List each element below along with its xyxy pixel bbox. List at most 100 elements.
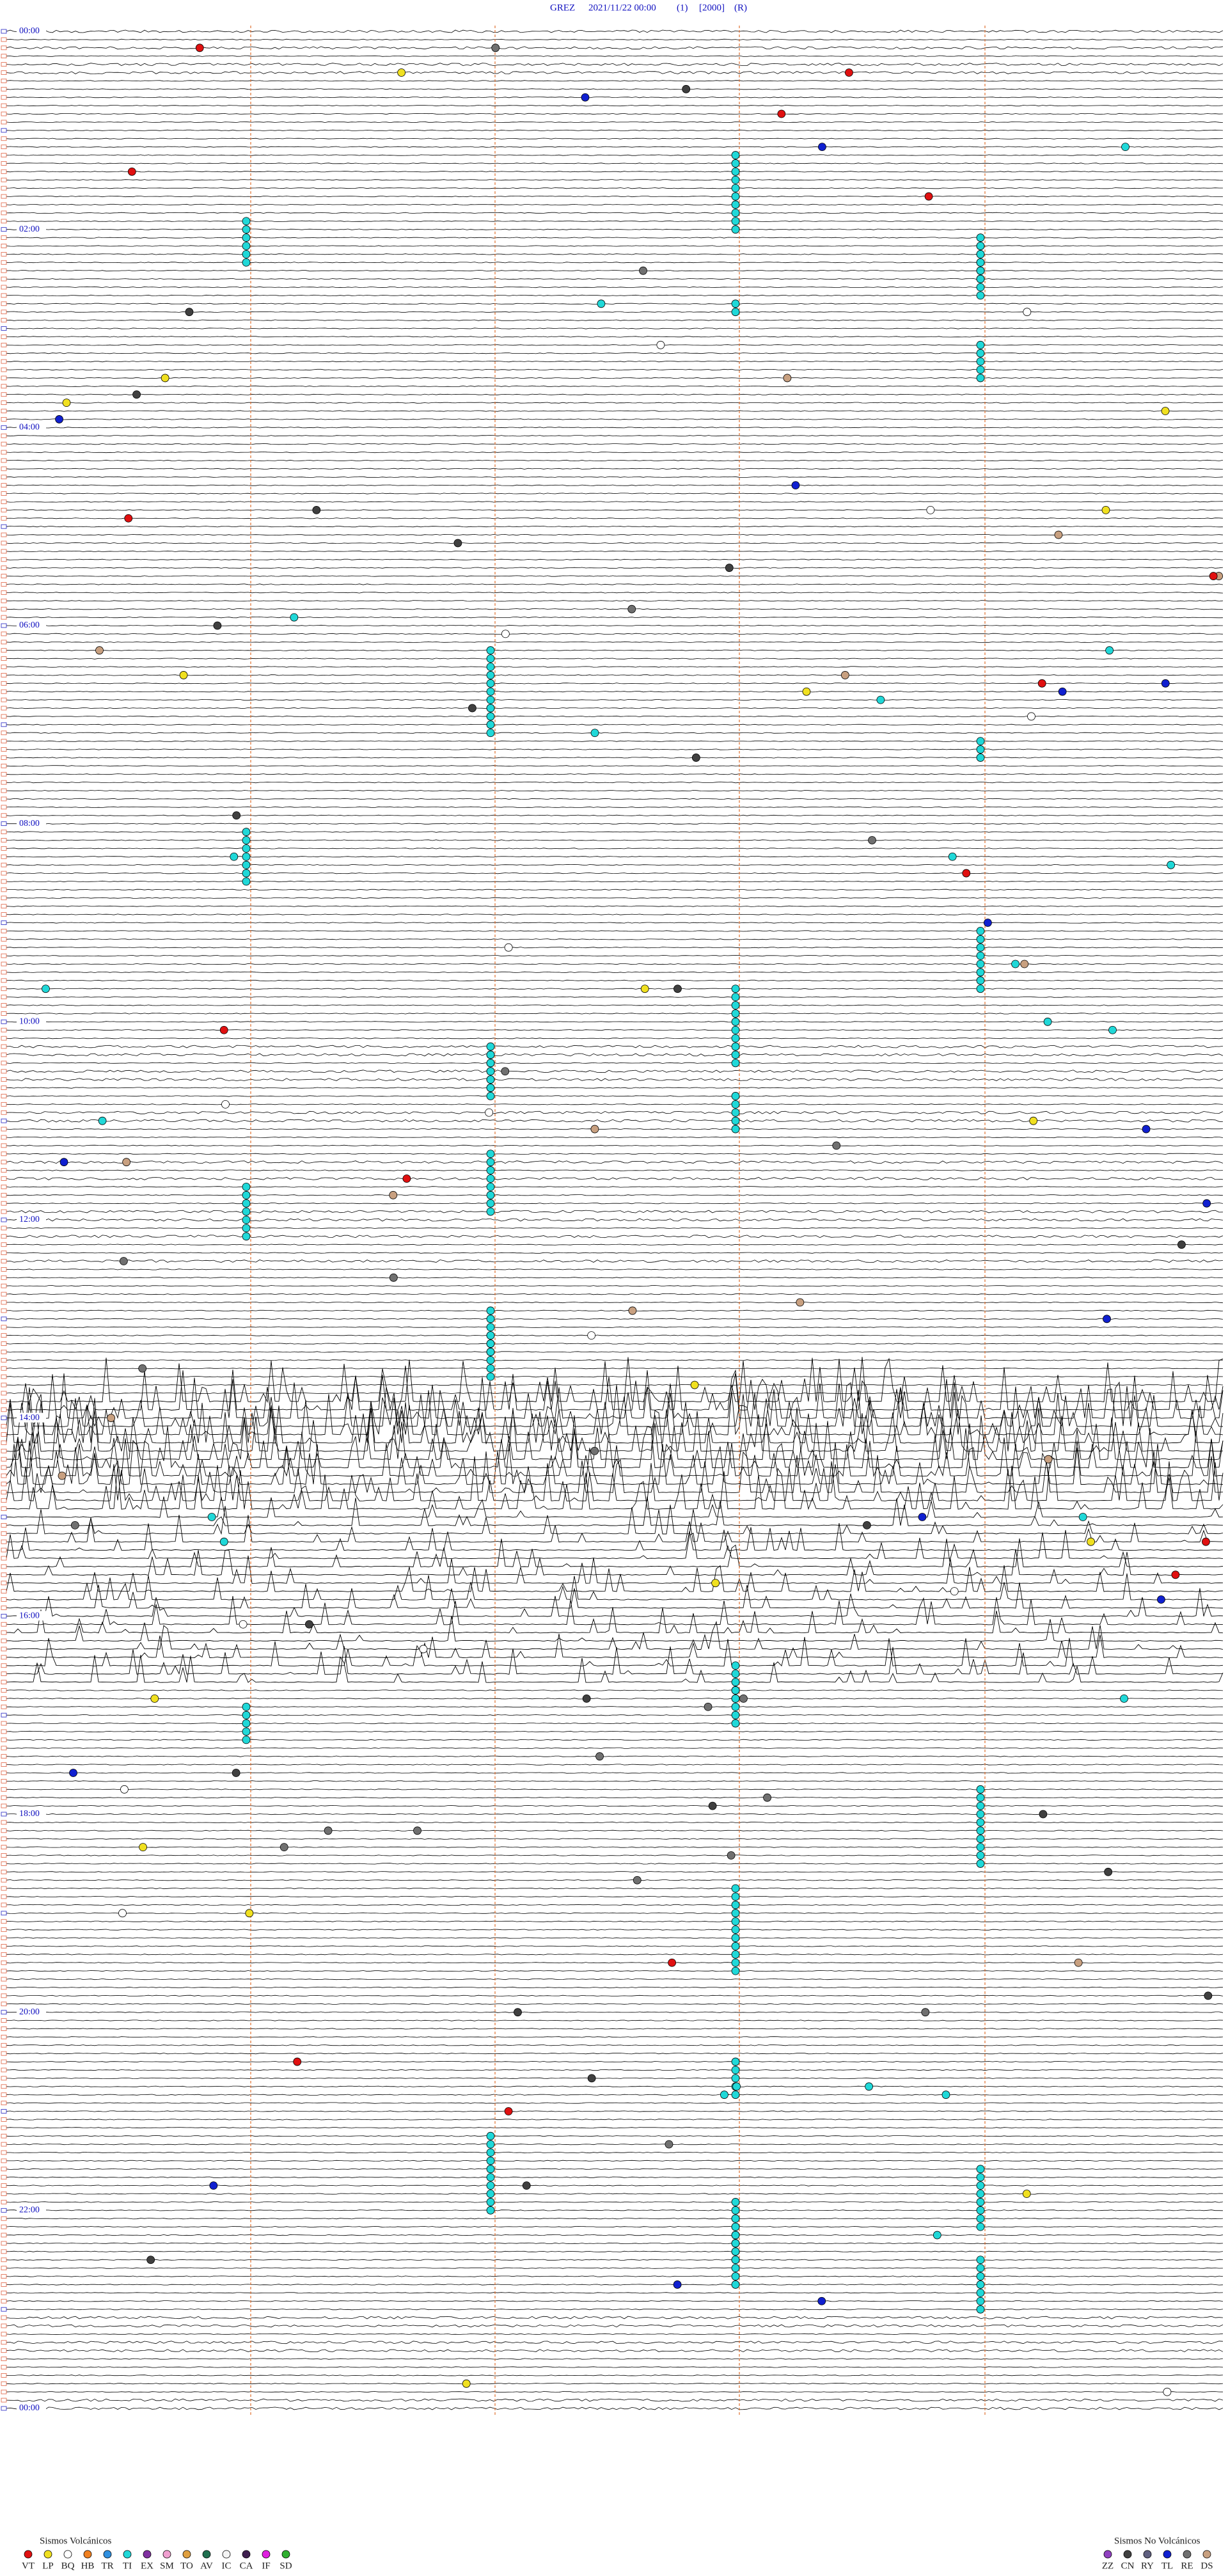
legend-swatch: [24, 2550, 33, 2559]
event: [1087, 1537, 1095, 1546]
event: [242, 877, 251, 886]
event: [1204, 1991, 1213, 2000]
event: [628, 1306, 637, 1315]
trace-row: [6, 459, 1224, 462]
trace-row: [6, 1698, 1224, 1700]
event: [976, 249, 985, 258]
event: [731, 1719, 740, 1728]
event: [976, 960, 985, 968]
legend-swatch: [1183, 2550, 1192, 2559]
trace-row: [6, 608, 1224, 610]
trace-row: [6, 1970, 1224, 1972]
row-marker: [1, 516, 7, 521]
row-marker: [1, 475, 7, 480]
trace-row: [6, 97, 1224, 99]
event: [486, 2148, 495, 2157]
event: [242, 1702, 251, 1711]
event: [522, 2181, 531, 2190]
trace-row: [6, 1595, 1223, 1625]
legend-swatch: [162, 2550, 171, 2559]
hour-label: 18:00: [19, 1809, 40, 1819]
row-marker: [1, 400, 7, 406]
row-marker: [1, 788, 7, 793]
trace-row: [6, 2341, 1224, 2344]
legend-swatch: [202, 2550, 211, 2559]
row-marker: [1, 260, 7, 265]
event: [918, 1513, 927, 1521]
row-marker: [1, 1606, 7, 1610]
row-marker: [1, 1011, 7, 1016]
event: [731, 2090, 740, 2099]
row-marker: [1, 128, 7, 133]
event: [597, 299, 606, 308]
legend-title: Sismos Volcánicos: [40, 2536, 112, 2546]
event: [865, 2082, 874, 2091]
trace-row: [6, 278, 1224, 280]
row-marker: [1, 565, 7, 571]
event: [976, 754, 985, 762]
trace-row: [6, 368, 1224, 371]
row-marker: [1, 1663, 7, 1668]
trace-row: [6, 2383, 1224, 2385]
hour-bg: [17, 422, 46, 432]
row-marker: [1, 1308, 7, 1313]
trace-row: [6, 1244, 1223, 1245]
event: [731, 1694, 740, 1703]
row-marker: [1, 2142, 7, 2147]
event: [501, 629, 510, 638]
row-marker: [1, 1209, 7, 1214]
hour-label: 20:00: [19, 2007, 40, 2017]
event: [640, 984, 649, 993]
row-marker: [1, 846, 7, 851]
hour-label: 12:00: [19, 1215, 40, 1224]
trace-row: [6, 1496, 1224, 1518]
event: [70, 1521, 79, 1529]
row-marker: [1, 2067, 7, 2073]
row-marker: [1, 813, 7, 818]
row-marker: [1, 1226, 7, 1231]
row-marker: [1, 29, 7, 34]
event: [590, 1446, 599, 1455]
event: [486, 1075, 495, 1084]
trace-row: [6, 1954, 1224, 1956]
event: [1202, 1537, 1210, 1546]
row-marker: [1, 2158, 7, 2163]
trace-row: [6, 443, 1224, 445]
trace-row: [6, 1945, 1224, 1947]
legend-label: IF: [262, 2561, 270, 2571]
event: [486, 712, 495, 721]
event: [242, 852, 251, 861]
trace-row: [6, 922, 1224, 924]
trace-row: [6, 1128, 1224, 1130]
trace-row: [6, 1407, 1224, 1453]
trace-row: [6, 1260, 1224, 1263]
row-marker: [1, 2365, 7, 2369]
hour-bg: [17, 1809, 46, 1819]
row-marker: [1, 929, 7, 933]
event: [219, 1025, 228, 1034]
event: [1023, 308, 1032, 317]
row-marker: [1, 1201, 7, 1206]
row-marker: [1, 2266, 7, 2271]
events: [25, 43, 1224, 2396]
row-marker: [1, 1482, 7, 1487]
row-marker: [1, 805, 7, 810]
trace-row: [6, 468, 1224, 470]
event: [245, 1909, 254, 1918]
event: [976, 340, 985, 349]
event: [139, 1843, 147, 1852]
row-marker: [1, 1597, 7, 1602]
event: [682, 84, 691, 93]
event: [731, 2231, 740, 2240]
event: [242, 1711, 251, 1719]
row-marker: [1, 153, 7, 157]
event: [107, 1414, 116, 1423]
row-marker: [1, 961, 7, 967]
event: [731, 308, 740, 317]
event: [731, 1702, 740, 1711]
row-marker: [1, 1234, 7, 1239]
row-marker: [1, 2323, 7, 2328]
row-marker: [1, 2389, 7, 2394]
row-marker: [1, 665, 7, 669]
